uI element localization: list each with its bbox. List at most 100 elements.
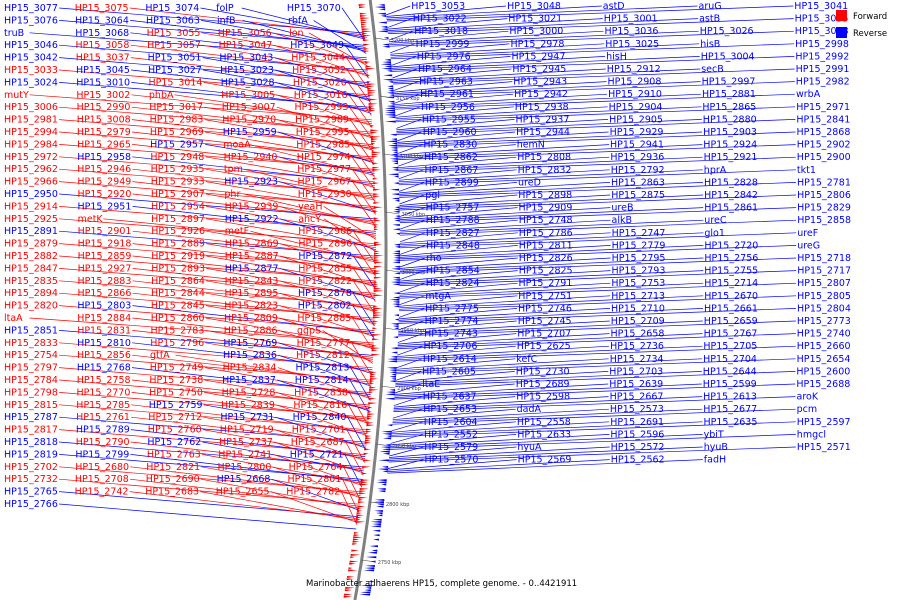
connector-line <box>204 119 374 149</box>
reverse-gene-arrow <box>392 303 400 306</box>
gene-label: HP15_2978 <box>511 39 565 50</box>
gene-label: HP15_2944 <box>516 127 570 138</box>
connector-line <box>394 383 702 398</box>
reverse-gene-arrow <box>374 499 385 501</box>
forward-gene-arrow <box>374 257 379 259</box>
connector-line <box>348 94 373 129</box>
gene-label: HP15_2895 <box>225 288 279 299</box>
gene-label: HP15_2906 <box>298 226 352 237</box>
connector-line <box>353 268 376 302</box>
forward-gene-arrow <box>366 422 374 424</box>
gene-label: HP15_2637 <box>423 392 477 403</box>
connector-line <box>274 429 365 461</box>
gene-label: ltaE <box>422 379 440 390</box>
gene-label: HP15_2957 <box>150 139 204 150</box>
gene-label: HP15_3026 <box>700 26 754 37</box>
connector-line <box>349 106 374 141</box>
forward-gene-arrow <box>370 131 378 134</box>
reverse-gene-arrow <box>387 70 392 72</box>
connector-line <box>279 305 375 337</box>
reverse-gene-arrow <box>380 446 391 449</box>
connector-line <box>399 219 425 230</box>
forward-gene-arrow <box>356 516 362 519</box>
gene-label: phbA <box>149 90 174 101</box>
gene-label: HP15_2841 <box>796 114 850 125</box>
connector-line <box>394 93 702 109</box>
gene-label: HP15_2680 <box>75 462 129 473</box>
gene-label: HP15_2960 <box>423 127 477 138</box>
gene-label: HP15_2731 <box>220 412 274 423</box>
gene-label: HP15_2741 <box>218 449 272 460</box>
gene-label: HP15_2856 <box>77 350 131 361</box>
connector-line <box>348 392 369 426</box>
gene-label: HP15_2804 <box>797 303 851 314</box>
connector-line <box>399 232 611 246</box>
forward-gene-arrow <box>368 107 376 110</box>
connector-line <box>131 404 368 433</box>
forward-gene-arrow <box>374 261 383 264</box>
forward-gene-arrow <box>373 206 383 209</box>
gene-label: HP15_2734 <box>610 354 664 365</box>
connector-line <box>395 371 796 387</box>
connector-line <box>202 441 364 472</box>
forward-gene-arrow <box>356 514 364 517</box>
reverse-gene-arrow <box>386 105 395 108</box>
reverse-gene-arrow <box>378 459 389 462</box>
connector-line <box>277 367 371 399</box>
connector-line <box>132 206 376 234</box>
gene-label: HP15_2900 <box>797 152 851 163</box>
connector-line <box>393 396 516 408</box>
reverse-gene-arrow <box>393 162 399 165</box>
forward-gene-arrow <box>358 499 364 501</box>
connector-line <box>349 119 374 153</box>
connector-line <box>399 182 797 198</box>
gene-label: HP15_2786 <box>519 228 573 239</box>
gene-label: HP15_2950 <box>4 189 58 200</box>
connector-line <box>390 434 610 447</box>
connector-line <box>273 454 363 486</box>
gene-label: HP15_2935 <box>151 164 205 175</box>
gene-label: HP15_2927 <box>78 263 132 274</box>
gene-label: HP15_2562 <box>611 455 665 466</box>
connector-line <box>399 270 611 283</box>
gene-label: HP15_2865 <box>702 102 756 113</box>
reverse-gene-arrow <box>393 182 399 185</box>
gene-label: metK <box>78 214 104 225</box>
gene-label: HP15_3044 <box>291 53 345 64</box>
gene-label: HP15_2864 <box>151 276 205 287</box>
gene-label: HP15_2732 <box>4 474 58 485</box>
reverse-gene-arrow <box>392 169 399 171</box>
connector-line <box>390 43 415 54</box>
gene-label: phr <box>224 189 240 200</box>
gene-label: HP15_2883 <box>78 276 132 287</box>
forward-gene-arrow <box>371 142 376 145</box>
reverse-gene-arrow <box>377 468 388 471</box>
gene-label: HP15_2783 <box>151 325 205 336</box>
gene-label: HP15_2879 <box>4 239 58 250</box>
connector-line <box>399 194 704 209</box>
gene-label: HP15_2758 <box>77 375 131 386</box>
connector-line <box>347 417 367 451</box>
reverse-gene-arrow <box>374 6 385 9</box>
gene-label: HP15_2926 <box>151 226 205 237</box>
connector-line <box>389 434 796 450</box>
gene-label: HP15_3016 <box>294 90 348 101</box>
gene-label: HP15_3070 <box>287 3 341 14</box>
connector-line <box>391 56 700 71</box>
gene-label: fadH <box>704 455 726 466</box>
gene-label: HP15_2912 <box>607 64 661 75</box>
gene-label: HP15_2829 <box>797 203 851 214</box>
gene-label: HP15_2836 <box>223 350 277 361</box>
forward-gene-arrow <box>356 510 363 512</box>
connector-line <box>393 396 422 406</box>
connector-line <box>392 68 606 82</box>
reverse-gene-arrow <box>392 261 400 264</box>
connector-line <box>393 68 795 85</box>
connector-line <box>399 295 518 307</box>
gene-label: HP15_2760 <box>148 425 202 436</box>
connector-line <box>205 305 375 335</box>
forward-gene-arrow <box>360 19 368 22</box>
forward-gene-arrow <box>374 241 380 244</box>
gene-label: HP15_2710 <box>611 303 665 314</box>
reverse-gene-arrow <box>388 89 394 92</box>
